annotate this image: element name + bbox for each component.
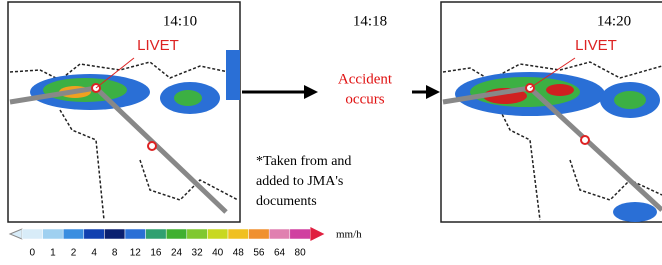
scale-segment <box>166 229 187 239</box>
scale-segment <box>187 229 208 239</box>
scale-end <box>10 229 22 239</box>
scale-tick-label: 56 <box>253 248 265 259</box>
scale-segment <box>146 229 167 239</box>
scale-segment <box>249 229 270 239</box>
scale-tick-label: 12 <box>130 248 142 259</box>
scale-tick-label: 16 <box>150 248 162 259</box>
event-text: Accident <box>338 71 393 87</box>
scale-segment <box>22 229 43 239</box>
scale-segment <box>228 229 249 239</box>
scale-tick-label: 8 <box>112 248 118 259</box>
panel-label: LIVET <box>575 37 617 54</box>
scale-tick-label: 32 <box>192 248 204 259</box>
scale-tick-label: 24 <box>171 248 183 259</box>
panel-time: 14:10 <box>163 13 197 29</box>
arrow <box>242 85 318 99</box>
scale-segment <box>207 229 228 239</box>
event-text: occurs <box>345 91 384 107</box>
scale-segment <box>269 229 290 239</box>
arrow <box>412 85 440 99</box>
scale-tick-label: 80 <box>295 248 307 259</box>
note-line: documents <box>256 194 317 209</box>
scale-tick-label: 2 <box>71 248 77 259</box>
scale-segment <box>43 229 64 239</box>
middle-time: 14:18 <box>353 13 387 29</box>
scale-tick-label: 1 <box>50 248 56 259</box>
scale-segment <box>104 229 125 239</box>
panel-label: LIVET <box>137 37 179 54</box>
scale-tick-label: 4 <box>91 248 97 259</box>
radar-panel-left: 14:10 LIVET <box>8 2 240 222</box>
figure: 14:10 LIVET 14:20 LIVET 14:18 Accident o… <box>0 0 662 260</box>
scale-segment <box>63 229 84 239</box>
scale-end <box>310 227 324 241</box>
radar-panel-right: 14:20 LIVET <box>441 2 662 222</box>
scale-tick-label: 0 <box>30 248 36 259</box>
scale-unit: mm/h <box>336 229 362 241</box>
scale-segment <box>290 229 311 239</box>
scale-segment <box>84 229 105 239</box>
panel-time: 14:20 <box>597 13 631 29</box>
scale-tick-label: 40 <box>212 248 224 259</box>
note-line: added to JMA's <box>256 174 343 189</box>
scale-segment <box>125 229 146 239</box>
scale-tick-label: 48 <box>233 248 245 259</box>
note-line: *Taken from and <box>256 154 351 169</box>
scale-tick-label: 64 <box>274 248 286 259</box>
